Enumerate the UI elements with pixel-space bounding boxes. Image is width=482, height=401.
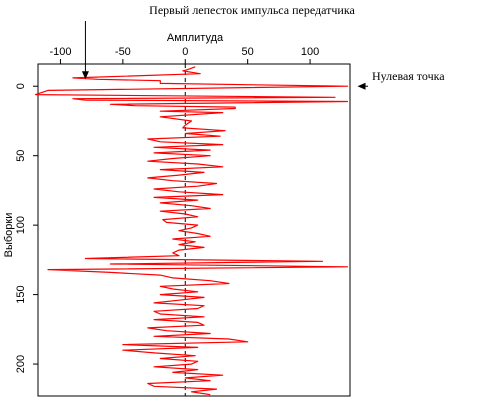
annotations: Первый лепесток импульса передатчика Нуле… <box>81 3 445 90</box>
x-tick-label: -50 <box>115 46 131 58</box>
y-axis-label: Выборки <box>3 213 15 258</box>
transmitter-lobe-arrow-head <box>81 71 89 80</box>
axis-ticks: -100 -50 0 50 100 0 50 100 150 200 <box>15 46 319 373</box>
y-tick-label: 50 <box>15 150 27 162</box>
x-tick-label: 100 <box>301 46 319 58</box>
y-tick-label: 100 <box>15 216 27 234</box>
x-tick-label: -100 <box>49 46 71 58</box>
x-axis-label: Амплитуда <box>167 32 224 44</box>
y-tick-label: 0 <box>15 83 27 89</box>
transmitter-lobe-annotation: Первый лепесток импульса передатчика <box>149 3 355 17</box>
waveform-series <box>34 66 349 396</box>
y-tick-label: 150 <box>15 285 27 303</box>
x-tick-label: 50 <box>242 46 254 58</box>
y-tick-label: 200 <box>15 355 27 373</box>
plot-frame <box>37 63 351 397</box>
zero-point-annotation: Нулевая точка <box>372 69 445 83</box>
zero-point-arrow-head <box>357 82 366 90</box>
series-layer <box>34 66 349 396</box>
x-tick-label: 0 <box>182 46 188 58</box>
